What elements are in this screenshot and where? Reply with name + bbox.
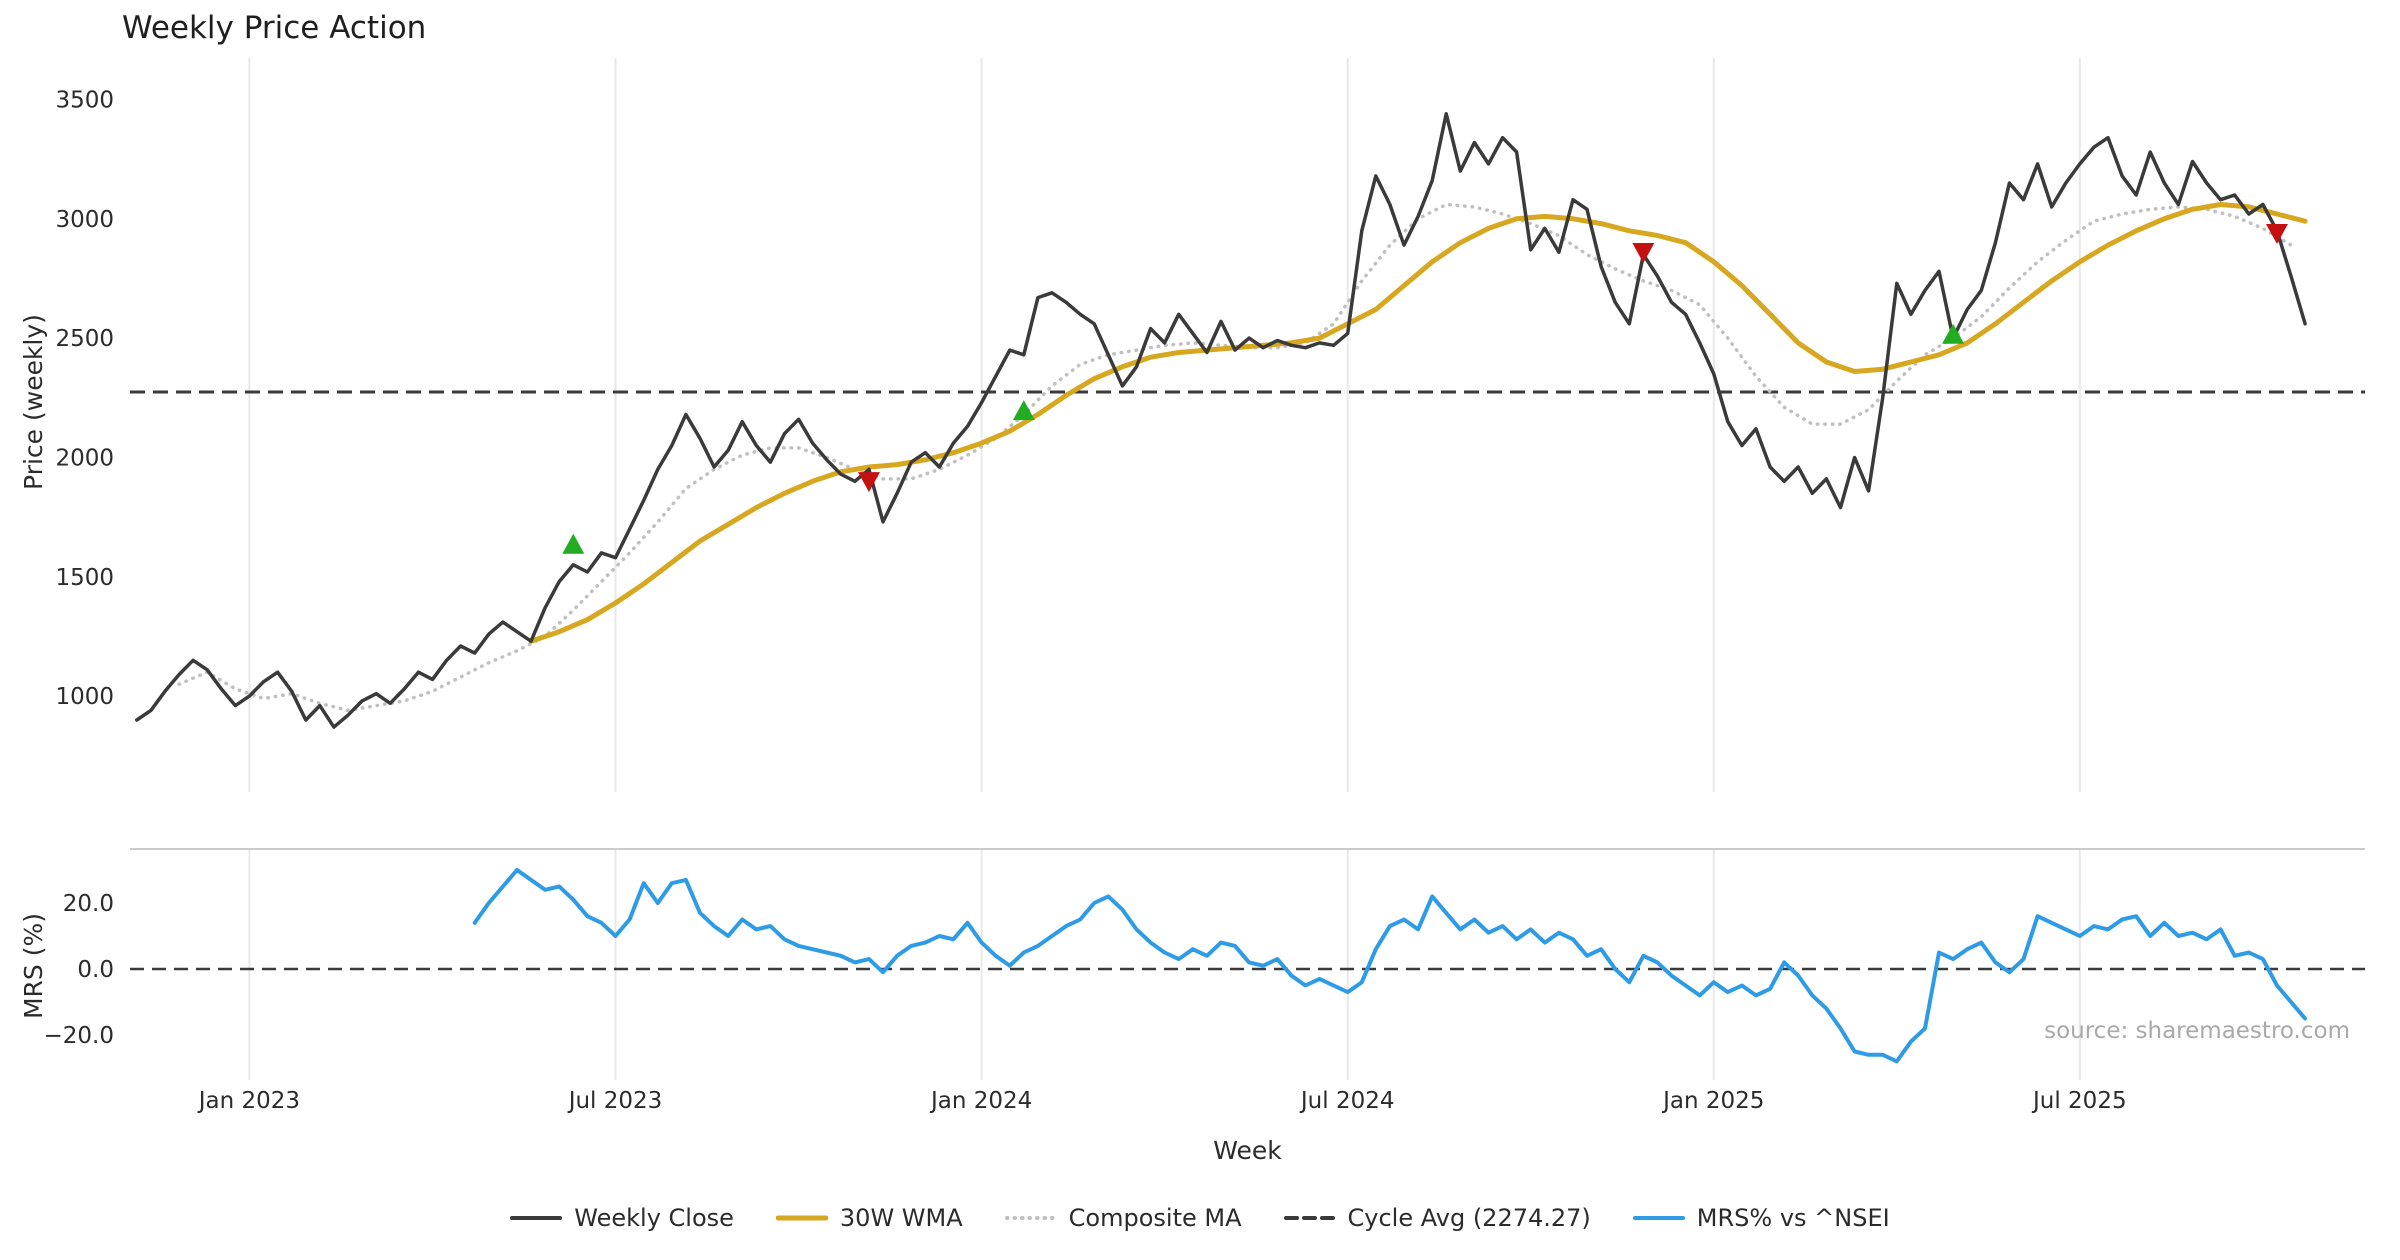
x-tick-label: Jul 2023 <box>567 1088 663 1114</box>
source-note: source: sharemaestro.com <box>2044 1018 2350 1044</box>
x-tick-label: Jan 2025 <box>1661 1088 1764 1114</box>
mrs-tick-label: 0.0 <box>77 957 114 983</box>
legend-line-sample-icon <box>510 1216 563 1220</box>
legend-line-sample-icon <box>775 1215 828 1221</box>
legend-line-sample-icon <box>1632 1216 1685 1220</box>
x-tick-label: Jan 2024 <box>929 1088 1032 1114</box>
chart-title: Weekly Price Action <box>122 10 427 46</box>
x-tick-label: Jul 2025 <box>2031 1088 2127 1114</box>
legend-label: Weekly Close <box>574 1204 734 1232</box>
legend-item-wma: 30W WMA <box>775 1204 963 1232</box>
price-tick-label: 1000 <box>55 684 114 710</box>
x-axis-label: Week <box>1213 1136 1282 1165</box>
legend-label: MRS% vs ^NSEI <box>1696 1204 1890 1232</box>
mrs-tick-label: −20.0 <box>44 1023 114 1049</box>
mrs-line <box>472 868 2308 1064</box>
buy-signal-marker <box>1942 323 1965 344</box>
legend-item-cycle-avg: Cycle Avg (2274.27) <box>1283 1204 1591 1232</box>
legend-item-composite: Composite MA <box>1004 1204 1242 1232</box>
legend-line-sample-icon <box>1004 1216 1057 1220</box>
sell-signal-marker <box>1632 243 1655 264</box>
legend-label: Composite MA <box>1068 1204 1242 1232</box>
legend-item-weekly-close: Weekly Close <box>510 1204 734 1232</box>
composite-ma-line <box>177 202 2293 713</box>
sell-signal-marker <box>857 472 880 493</box>
legend-label: Cycle Avg (2274.27) <box>1347 1204 1591 1232</box>
price-tick-label: 3500 <box>55 88 114 114</box>
x-tick-label: Jan 2023 <box>197 1088 300 1114</box>
x-tick-label: Jul 2024 <box>1299 1088 1395 1114</box>
sell-signal-marker <box>2265 223 2288 244</box>
legend: Weekly Close 30W WMA Composite MA Cycle Avg… <box>0 1204 2400 1232</box>
wma-line <box>528 202 2308 644</box>
price-tick-label: 2000 <box>55 446 114 472</box>
mrs-tick-label: 20.0 <box>63 891 114 917</box>
buy-signal-marker <box>1012 400 1035 421</box>
buy-signal-marker <box>562 533 585 554</box>
price-tick-label: 2500 <box>55 326 114 352</box>
legend-item-mrs: MRS% vs ^NSEI <box>1632 1204 1890 1232</box>
legend-line-sample-icon <box>1283 1216 1336 1220</box>
price-tick-label: 3000 <box>55 207 114 233</box>
weekly-close-line <box>135 112 2307 729</box>
legend-label: 30W WMA <box>839 1204 963 1232</box>
price-tick-label: 1500 <box>55 565 114 591</box>
